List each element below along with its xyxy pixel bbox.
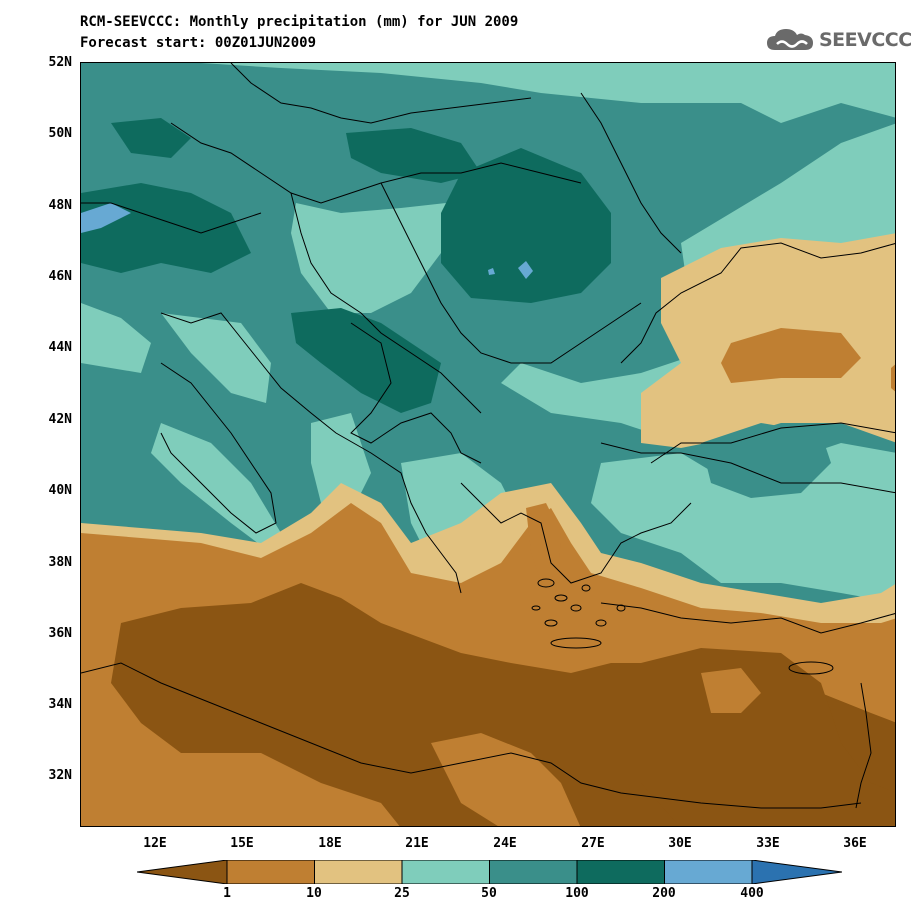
- lat-label-34n: 34N: [48, 697, 72, 712]
- precip-200-400-spot-romania: [518, 261, 533, 279]
- lon-label-30e: 30E: [668, 836, 692, 851]
- logo-text: SEEVCCC: [819, 29, 912, 51]
- lat-label-48n: 48N: [48, 198, 72, 213]
- precipitation-colorbar: [137, 860, 842, 884]
- colorbar-label-400: 400: [740, 886, 764, 901]
- colorbar-label-10: 10: [306, 886, 322, 901]
- colorbar-seg-below-1: [137, 860, 228, 884]
- colorbar-seg-200-400: [664, 860, 753, 884]
- precip-1-10-region-black-sea: [721, 328, 861, 383]
- lat-label-36n: 36N: [48, 626, 72, 641]
- coastline-black-sea: [620, 242, 895, 364]
- colorbar-seg-10-25: [314, 860, 403, 884]
- lon-label-27e: 27E: [581, 836, 605, 851]
- precip-100-200-region-poland: [346, 128, 481, 183]
- colorbar-seg-50-100: [489, 860, 578, 884]
- map-title-line-2: Forecast start: 00Z01JUN2009: [80, 35, 317, 51]
- border-germany-west: [81, 202, 262, 234]
- lon-label-15e: 15E: [230, 836, 254, 851]
- lon-label-18e: 18E: [318, 836, 342, 851]
- colorbar-label-100: 100: [565, 886, 589, 901]
- precip-200-400-spot-alps: [81, 203, 131, 233]
- coastline-italy: [160, 362, 277, 534]
- coastline-anatolia-south: [600, 602, 895, 634]
- lat-label-46n: 46N: [48, 269, 72, 284]
- lat-label-40n: 40N: [48, 483, 72, 498]
- precip-25-50-region-north: [81, 63, 895, 123]
- lon-label-21e: 21E: [405, 836, 429, 851]
- seevccc-logo: SEEVCCC: [765, 26, 912, 54]
- precip-10-25-region-sinai: [701, 668, 761, 713]
- precip-25-50-region-adriatic: [161, 313, 271, 403]
- precip-25-50-region-hungary: [291, 203, 446, 313]
- lat-label-44n: 44N: [48, 340, 72, 355]
- precip-25-50-region-italy: [151, 423, 281, 553]
- colorbar-label-50: 50: [481, 886, 497, 901]
- lat-label-42n: 42N: [48, 412, 72, 427]
- precip-1-10-region-libya-tan: [431, 733, 581, 826]
- lon-label-12e: 12E: [143, 836, 167, 851]
- colorbar-seg-25-50: [401, 860, 490, 884]
- lon-label-24e: 24E: [493, 836, 517, 851]
- precip-25-50-region-west: [81, 303, 151, 373]
- lat-label-38n: 38N: [48, 555, 72, 570]
- precip-200-400-spot-romania-small: [488, 268, 495, 275]
- precip-100-200-region-alps: [81, 183, 251, 273]
- coastline-north-africa: [81, 662, 862, 809]
- lat-label-52n: 52N: [48, 55, 72, 70]
- border-north: [230, 63, 532, 124]
- lon-label-33e: 33E: [756, 836, 780, 851]
- coastline-levant: [855, 682, 872, 809]
- colorbar-seg-above-400: [751, 860, 842, 884]
- country-borders: [81, 63, 895, 809]
- colorbar-label-1: 1: [223, 886, 231, 901]
- precip-100-200-region-ukraine: [441, 148, 611, 303]
- aegean-islands: [531, 578, 834, 675]
- lat-label-50n: 50N: [48, 126, 72, 141]
- colorbar-seg-100-200: [576, 860, 665, 884]
- precip-100-200-region-north-germany: [111, 118, 191, 158]
- cloud-logo-icon: [767, 29, 813, 50]
- precip-below-1-region-egypt: [641, 648, 895, 826]
- precipitation-map: [80, 62, 896, 827]
- map-canvas: [81, 63, 895, 826]
- precip-25-50-region-aegean-north: [311, 413, 371, 513]
- border-central-europe-1: [170, 122, 582, 204]
- border-central-europe-2: [290, 192, 482, 414]
- coastline-adriatic: [160, 312, 462, 594]
- colorbar-seg-1-10: [226, 860, 315, 884]
- precip-below-1-region-aegean: [526, 503, 561, 583]
- coastline-black-sea-south: [650, 422, 895, 464]
- colorbar-label-200: 200: [652, 886, 676, 901]
- precip-1-10-region-crimea-edge: [891, 364, 895, 392]
- precip-100-200-region-balkans: [291, 308, 441, 413]
- map-title-line-1: RCM-SEEVCCC: Monthly precipitation (mm) …: [80, 14, 519, 30]
- lon-label-36e: 36E: [843, 836, 867, 851]
- border-turkey: [600, 442, 895, 494]
- coastline-greece: [460, 482, 692, 584]
- lat-label-32n: 32N: [48, 768, 72, 783]
- border-balkans: [350, 322, 482, 464]
- colorbar-label-25: 25: [394, 886, 410, 901]
- border-central-europe-3: [380, 182, 642, 364]
- border-east: [580, 92, 682, 254]
